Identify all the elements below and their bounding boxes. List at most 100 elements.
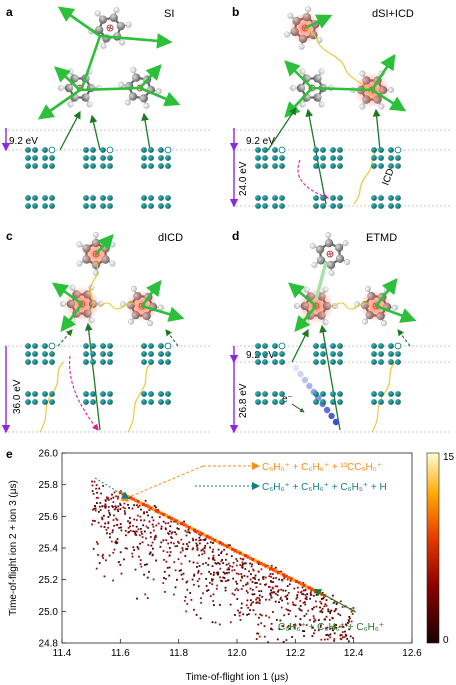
electron: [83, 351, 89, 357]
heatmap-cell: [155, 506, 157, 509]
electron: [371, 343, 377, 349]
heatmap-cell: [249, 578, 252, 581]
ridge-cell: [294, 579, 299, 583]
heatmap-cell: [287, 613, 290, 616]
heatmap-cell: [212, 578, 214, 581]
heatmap-cell: [190, 599, 193, 601]
heatmap-cell: [119, 564, 122, 566]
heatmap-cell: [233, 569, 236, 571]
heatmap-cell: [275, 577, 277, 579]
heatmap-cell: [141, 533, 143, 535]
heatmap-cell: [129, 529, 132, 532]
electron: [141, 399, 147, 405]
electron: [100, 195, 106, 201]
heatmap-cell: [337, 613, 340, 615]
electron: [337, 399, 343, 405]
hydrogen-atom: [67, 101, 74, 108]
fragment-arrows-a: [37, 6, 181, 120]
heatmap-cell: [186, 580, 189, 583]
heatmap-cell: [333, 624, 336, 626]
carbon-atom: [315, 245, 325, 254]
heatmap-ridge: [118, 491, 327, 598]
heatmap-cell: [264, 576, 267, 579]
electron: [313, 155, 319, 161]
heatmap-cell: [239, 611, 242, 614]
heatmap-cell: [304, 603, 307, 606]
heatmap-cell: [92, 548, 95, 550]
heatmap-cell: [198, 577, 201, 580]
heatmap-cell: [341, 606, 344, 608]
heatmap-cell: [191, 537, 194, 540]
heatmap-cell: [268, 575, 271, 578]
ridge-cell: [192, 528, 196, 532]
heatmap-cell: [215, 587, 218, 590]
energy-levels-a: 9.2 eV: [1, 128, 210, 152]
heatmap-cell: [302, 582, 305, 584]
heatmap-cell: [113, 548, 116, 551]
heatmap-cell: [140, 530, 143, 533]
ridge-cell: [302, 583, 306, 587]
heatmap-cell: [237, 573, 240, 576]
heatmap-cell: [235, 564, 238, 567]
heatmap-cell: [105, 559, 107, 562]
heatmap-cell: [198, 554, 200, 557]
heatmap-cell: [131, 555, 134, 558]
ridge-cell: [292, 578, 296, 582]
ridge-cell: [251, 558, 255, 562]
heatmap-cell: [139, 515, 142, 518]
heatmap-cell: [310, 589, 313, 592]
ridge-cell: [266, 565, 271, 569]
heatmap-cell: [159, 545, 162, 548]
electron: [90, 351, 96, 357]
electron-hole: [48, 146, 56, 154]
heatmap-cell: [91, 480, 93, 483]
heatmap-cell: [341, 631, 344, 633]
heatmap-cell: [142, 524, 145, 527]
heatmap-cell: [180, 562, 183, 565]
ridge-cell: [259, 561, 263, 565]
heatmap-cell: [321, 607, 324, 610]
heatmap-cell: [250, 599, 252, 602]
heatmap-cell: [283, 575, 286, 578]
heatmap-cell: [176, 527, 179, 530]
heatmap-cell: [125, 499, 128, 502]
ridge-cell: [139, 501, 143, 505]
heatmap-cell: [128, 531, 130, 533]
electron: [100, 147, 106, 153]
heatmap-cell: [178, 542, 180, 544]
heatmap-cell: [127, 520, 129, 523]
x-axis-label: Time-of-flight ion 1 (μs): [186, 672, 289, 683]
heatmap-cell: [166, 567, 169, 569]
heatmap-cell: [192, 539, 195, 542]
heatmap-cell: [165, 560, 168, 563]
heatmap-cell: [129, 521, 132, 524]
heatmap-cell: [339, 600, 342, 603]
heatmap-cell: [136, 546, 139, 548]
electron: [313, 147, 319, 153]
heatmap-cell: [131, 507, 134, 510]
hydrogen-atom: [131, 285, 137, 292]
panel-title-d: ETMD: [366, 232, 397, 244]
heatmap-cell: [212, 554, 215, 557]
electron: [320, 147, 326, 153]
heatmap-cell: [128, 507, 130, 509]
heatmap-cell: [91, 490, 94, 492]
heatmap-cell: [230, 555, 233, 558]
heatmap-cell: [327, 608, 330, 611]
electron: [158, 163, 164, 169]
heatmap-cell: [324, 603, 327, 606]
heatmap-cell: [228, 568, 230, 571]
electron: [378, 163, 384, 169]
heatmap-cell: [235, 580, 237, 583]
ridge-cell: [226, 545, 230, 549]
heatmap-cell: [331, 617, 334, 620]
electron: [100, 391, 106, 397]
electron: [262, 155, 268, 161]
heatmap-cell: [109, 513, 111, 516]
electron-hole: [106, 146, 114, 154]
electron: [32, 399, 38, 405]
heatmap-cell: [335, 603, 338, 606]
electron: [395, 155, 401, 161]
heatmap-cell: [231, 569, 234, 572]
